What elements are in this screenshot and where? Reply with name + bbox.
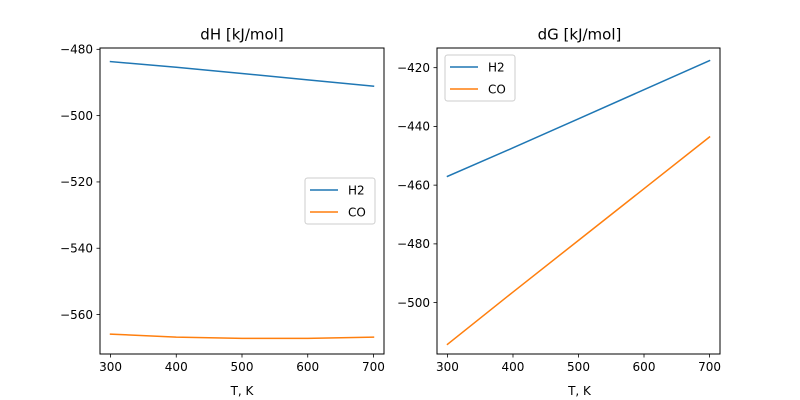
y-tick-label: −500: [60, 109, 93, 123]
y-tick-label: −500: [397, 296, 430, 310]
x-tick-label: 300: [436, 360, 459, 374]
legend-label-co: CO: [488, 82, 506, 96]
legend: H2 CO: [304, 177, 376, 225]
series-layer: [446, 59, 711, 346]
y-tick-label: −540: [60, 242, 93, 256]
y-tick-label: −480: [60, 43, 93, 57]
x-tick-label: 300: [99, 360, 122, 374]
x-axis-label: T, K: [230, 384, 255, 398]
dh-chart: dH [kJ/mol] 300 400 500 600 700 −480 −500 −520 −…: [60, 26, 385, 399]
series-line-co: [446, 135, 711, 346]
y-tick-label: −560: [60, 308, 93, 322]
series-line-co: [109, 333, 375, 340]
chart-title: dG [kJ/mol]: [538, 26, 622, 44]
x-tick-label: 400: [502, 360, 525, 374]
x-axis-label: T, K: [567, 384, 592, 398]
y-tick-label: −480: [397, 237, 430, 251]
x-tick-label: 600: [296, 360, 319, 374]
y-tick-label: −460: [397, 178, 430, 192]
series-layer: [109, 60, 375, 340]
series-line-h2: [109, 60, 375, 87]
series-line-h2: [446, 59, 711, 178]
y-tick-label: −440: [397, 120, 430, 134]
x-tick-label: 700: [362, 360, 385, 374]
chart-title: dH [kJ/mol]: [200, 26, 283, 44]
legend-label-h2: H2: [488, 60, 505, 74]
legend-label-co: CO: [348, 205, 366, 219]
y-tick-label: −520: [60, 175, 93, 189]
x-tick-label: 500: [231, 360, 254, 374]
ticks-layer: 300 400 500 600 700 −420 −440 −460 −480 −500: [397, 61, 721, 374]
x-tick-label: 400: [165, 360, 188, 374]
x-tick-label: 600: [633, 360, 656, 374]
legend-label-h2: H2: [348, 183, 365, 197]
ticks-layer: 300 400 500 600 700 −480 −500 −520 −540 −560: [60, 43, 385, 374]
legend: H2 CO: [444, 54, 516, 102]
dg-chart: dG [kJ/mol] 300 400 500 600 700 −420 −440 −460 −…: [397, 26, 721, 399]
x-tick-label: 700: [698, 360, 721, 374]
y-tick-label: −420: [397, 61, 430, 75]
x-tick-label: 500: [567, 360, 590, 374]
